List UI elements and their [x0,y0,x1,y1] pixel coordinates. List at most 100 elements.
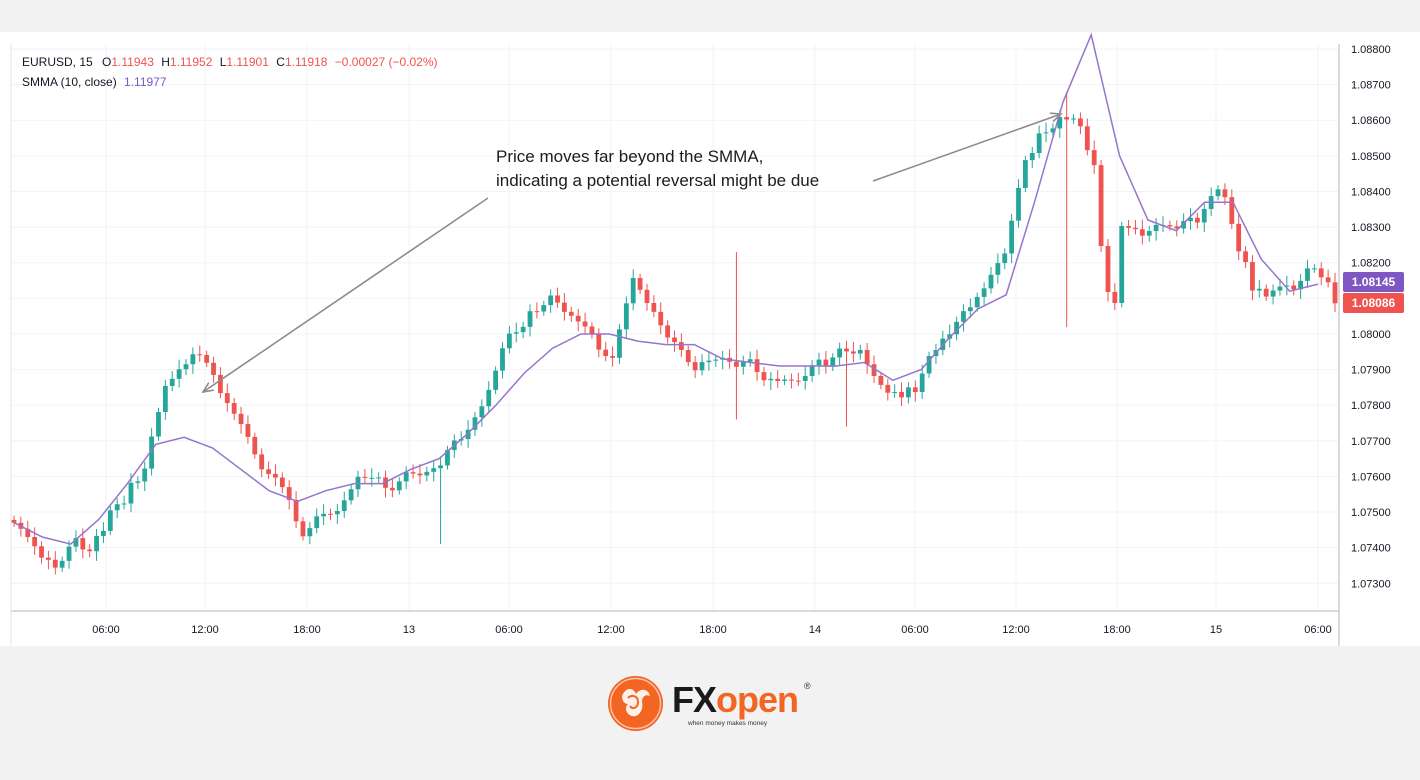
candle-body [1036,133,1042,154]
candle-body [988,274,994,289]
candle-body [369,477,375,479]
candle-body [300,521,306,537]
price-tick-label: 1.08600 [1351,115,1391,127]
candle-body [603,349,609,357]
chart-panel[interactable]: 1.08800 1.08700 1.08600 1.08500 1.08400 1.083… [0,32,1420,646]
candle-body [906,387,911,398]
candle-body [562,302,567,312]
candle-body [623,303,629,330]
chart-axes [10,44,1340,646]
candle-body [637,278,643,290]
candle-body [259,454,265,470]
candle-body [266,469,271,474]
candle-body [328,513,333,515]
low-label: L [219,55,227,69]
time-tick-label: 13 [403,624,415,636]
candle-body [1222,189,1228,198]
candle-body [1311,268,1317,270]
candle-body [1291,285,1297,290]
candle-body [101,530,106,536]
candle-body [11,519,17,523]
candle-body [500,348,505,371]
indicator-value: 1.11977 [124,75,167,89]
indicator-label: SMMA (10, close) [22,75,117,89]
candle-body [66,546,72,561]
candle-body [1057,117,1063,129]
candle-body [630,278,636,304]
candle-body [506,333,512,349]
annotation-arrow-right [872,113,1062,182]
candle-body [740,361,746,367]
indicator-legend[interactable]: SMMA (10, close) 1.11977 [22,75,167,89]
candle-body [548,295,554,306]
candle-body [919,373,925,393]
candle-body [823,359,829,367]
candle-body [1064,117,1070,120]
time-tick-label: 14 [809,624,821,636]
candle-body [59,560,65,568]
candle-body [142,468,148,482]
price-tick-label: 1.07900 [1351,365,1391,377]
annotation-line-2: indicating a potential reversal might be… [496,171,820,190]
candle-body [782,379,787,381]
candle-body [348,489,354,501]
candle-body [218,374,223,394]
candle-body [995,263,1001,275]
candle-body [314,516,320,529]
candle-body [293,499,299,522]
candle-body [1325,277,1331,283]
price-tick-label: 1.08700 [1351,80,1391,92]
candle-body [107,510,113,531]
annotation-text: Price moves far beyond the SMMA, indicat… [496,145,819,193]
candle-body [162,385,168,412]
candle-body [1002,253,1008,264]
chart-canvas[interactable]: 1.08800 1.08700 1.08600 1.08500 1.08400 1.083… [0,32,1420,646]
brand-name-fx: FX [672,679,717,720]
candle-body [238,413,244,425]
candle-body [685,349,691,363]
candle-body [25,528,31,537]
candle-body [1078,118,1083,127]
candle-body [46,557,51,560]
candle-body [424,471,430,476]
candle-body [396,481,402,491]
candle-body [1091,150,1097,166]
high-label: H [161,55,170,69]
candle-body [445,450,450,466]
time-tick-label: 06:00 [92,624,120,636]
candle-body [403,472,409,482]
candle-body [912,387,918,393]
candle-body [513,332,519,334]
brand-logo[interactable]: FXopen ® when money makes money [608,673,828,733]
candle-body [1181,221,1187,229]
candle-body [224,393,230,404]
candle-body [183,364,189,370]
candle-body [1201,208,1207,223]
candle-body [1174,226,1180,229]
candle-body [789,379,794,381]
candle-body [1016,187,1021,221]
candle-body [734,361,739,367]
low-value: 1.11901 [226,55,269,69]
time-tick-label: 12:00 [191,624,219,636]
candle-body [279,477,285,488]
close-value: 1.11918 [284,55,328,69]
candle-body [541,305,547,312]
candle-body [1256,288,1262,291]
time-tick-label: 06:00 [1304,624,1332,636]
candle-body [761,372,767,381]
symbol-label: EURUSD, 15 [22,55,93,69]
candle-body [135,481,141,483]
candle-body [1133,227,1138,230]
candle-body [479,406,485,418]
time-axis-labels: 06:00 12:00 18:00 13 06:00 12:00 18:00 14 06:00 1… [92,624,1332,636]
brand-name: FXopen [672,679,799,721]
candle-body [334,510,340,515]
candles-layer [11,91,1338,575]
candle-body [1119,226,1125,303]
price-tick-label: 1.07400 [1351,543,1391,555]
candle-body [197,354,203,356]
smma-price-tag: 1.08145 [1343,272,1404,293]
candle-body [864,349,870,365]
candle-body [1250,262,1255,291]
